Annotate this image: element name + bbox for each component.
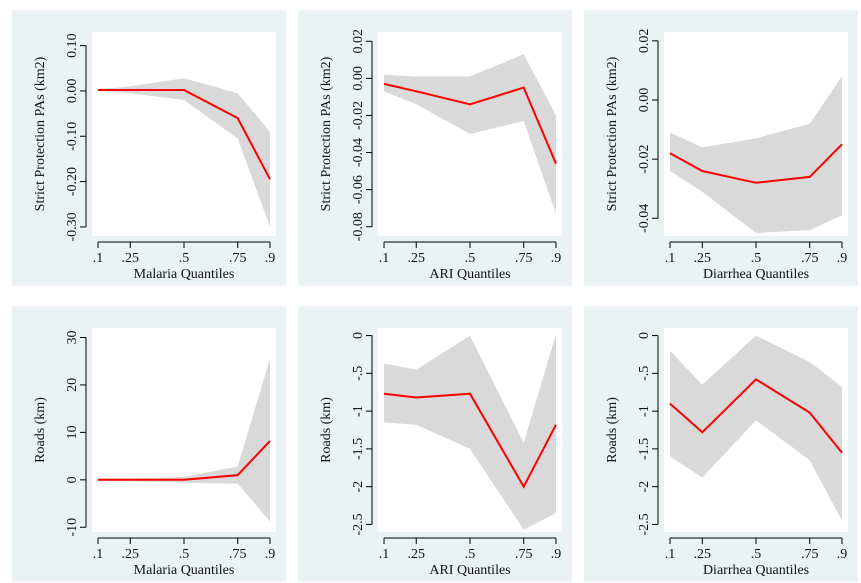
x-axis-label: Diarrhea Quantiles: [703, 267, 809, 282]
x-tick-label: .1: [93, 251, 104, 266]
y-tick-label: -0.02: [351, 101, 366, 130]
y-tick-label: -1.5: [351, 438, 366, 460]
x-tick-label: .9: [551, 547, 562, 562]
confidence-band: [98, 358, 270, 522]
y-tick-label: 10: [65, 425, 80, 439]
y-tick-label: -0.08: [351, 212, 366, 241]
x-tick-label: .1: [379, 251, 390, 266]
x-tick-label: .1: [665, 251, 676, 266]
y-tick-label: 0.00: [65, 79, 80, 104]
y-tick-label: -0.04: [351, 138, 366, 167]
x-tick-label: .25: [122, 547, 140, 562]
x-tick-label: .5: [751, 251, 762, 266]
y-axis-label: Roads (km): [605, 397, 620, 463]
y-tick-label: -0.30: [65, 212, 80, 241]
x-tick-label: .25: [122, 251, 140, 266]
y-tick-label: 20: [65, 378, 80, 392]
confidence-band: [384, 334, 556, 530]
y-tick-label: -0.06: [351, 175, 366, 204]
y-tick-label: -1: [637, 405, 652, 417]
y-tick-label: -.5: [351, 366, 366, 381]
x-tick-label: .1: [93, 547, 104, 562]
x-tick-label: .75: [229, 547, 247, 562]
x-tick-label: .1: [379, 547, 390, 562]
chart-panel-5: -2.5 -2 -1.5 -1 -.5 0 .1 .25 .5 .75 .9 ARI Quantile…: [298, 306, 572, 582]
y-tick-label: -0.02: [637, 145, 652, 174]
y-tick-label: -1: [351, 405, 366, 417]
y-axis-label: Strict Protection PAs (km2): [33, 56, 48, 211]
chart-panel-4: -10 0 10 20 30 .1 .25 .5 .75 .9 Malaria Quantiles R…: [12, 306, 286, 582]
y-tick-label: 30: [65, 330, 80, 344]
y-tick-label: 0: [65, 476, 80, 483]
x-tick-label: .9: [265, 251, 276, 266]
y-tick-label: 0.10: [65, 33, 80, 58]
chart-panel-3: -0.04 -0.02 0.00 0.02 .1 .25 .5 .75 .9 Diarrhea Q…: [584, 10, 858, 286]
x-tick-label: .25: [694, 251, 712, 266]
y-axis-label: Strict Protection PAs (km2): [605, 56, 620, 211]
x-tick-label: .5: [179, 251, 190, 266]
y-tick-label: 0.00: [351, 66, 366, 91]
estimate-line: [383, 82, 557, 165]
y-axis-label: Roads (km): [319, 397, 334, 463]
estimate-line: [383, 392, 557, 489]
confidence-band: [670, 335, 842, 521]
x-tick-label: .75: [515, 547, 533, 562]
x-axis-label: Diarrhea Quantiles: [703, 563, 809, 578]
estimate-line: [669, 378, 843, 454]
confidence-band: [98, 78, 270, 227]
x-tick-label: .75: [801, 251, 819, 266]
x-tick-label: .9: [551, 251, 562, 266]
y-axis-label: Roads (km): [33, 397, 48, 463]
y-tick-label: -2.5: [351, 513, 366, 535]
x-tick-label: .75: [801, 547, 819, 562]
x-tick-label: .5: [751, 547, 762, 562]
estimate-line: [98, 440, 271, 481]
x-tick-label: .25: [408, 251, 426, 266]
x-axis-label: ARI Quantiles: [429, 563, 510, 578]
confidence-band: [670, 76, 842, 233]
y-tick-label: -10: [65, 518, 80, 537]
x-tick-label: .75: [515, 251, 533, 266]
estimate-line: [669, 143, 843, 184]
y-tick-label: -.5: [637, 366, 652, 381]
x-tick-label: .25: [408, 547, 426, 562]
x-tick-label: .5: [465, 251, 476, 266]
x-tick-label: .25: [694, 547, 712, 562]
estimate-line: [98, 89, 271, 180]
x-tick-label: .5: [465, 547, 476, 562]
x-axis-label: Malaria Quantiles: [134, 563, 235, 578]
y-tick-label: -2.5: [637, 513, 652, 535]
y-tick-label: 0: [351, 332, 366, 339]
y-tick-label: 0.02: [637, 29, 652, 54]
chart-panel-1: -0.30 -0.20 -0.10 0.00 0.10 .1 .25 .5 .75 .9 Malar…: [12, 10, 286, 286]
x-axis-label: ARI Quantiles: [429, 267, 510, 282]
y-tick-label: -0.04: [637, 204, 652, 233]
plot-area: [92, 328, 276, 532]
chart-panel-2: -0.08 -0.06 -0.04 -0.02 0.00 0.02 .1 .25 .5 .75 .9…: [298, 10, 572, 286]
x-tick-label: .75: [229, 251, 247, 266]
y-tick-label: -0.20: [65, 167, 80, 196]
y-tick-label: -0.10: [65, 122, 80, 151]
y-tick-label: 0.00: [637, 88, 652, 113]
x-tick-label: .9: [837, 251, 848, 266]
x-tick-label: .9: [265, 547, 276, 562]
x-tick-label: .9: [837, 547, 848, 562]
x-tick-label: .1: [665, 547, 676, 562]
x-tick-label: .5: [179, 547, 190, 562]
y-tick-label: 0.02: [351, 29, 366, 54]
y-tick-label: -1.5: [637, 438, 652, 460]
y-tick-label: -2: [637, 481, 652, 493]
x-axis-label: Malaria Quantiles: [134, 267, 235, 282]
chart-panel-6: -2.5 -2 -1.5 -1 -.5 0 .1 .25 .5 .75 .9 Diarrhea Qua…: [584, 306, 858, 582]
y-axis-label: Strict Protection PAs (km2): [319, 56, 334, 211]
y-tick-label: -2: [351, 481, 366, 493]
y-tick-label: 0: [637, 332, 652, 339]
